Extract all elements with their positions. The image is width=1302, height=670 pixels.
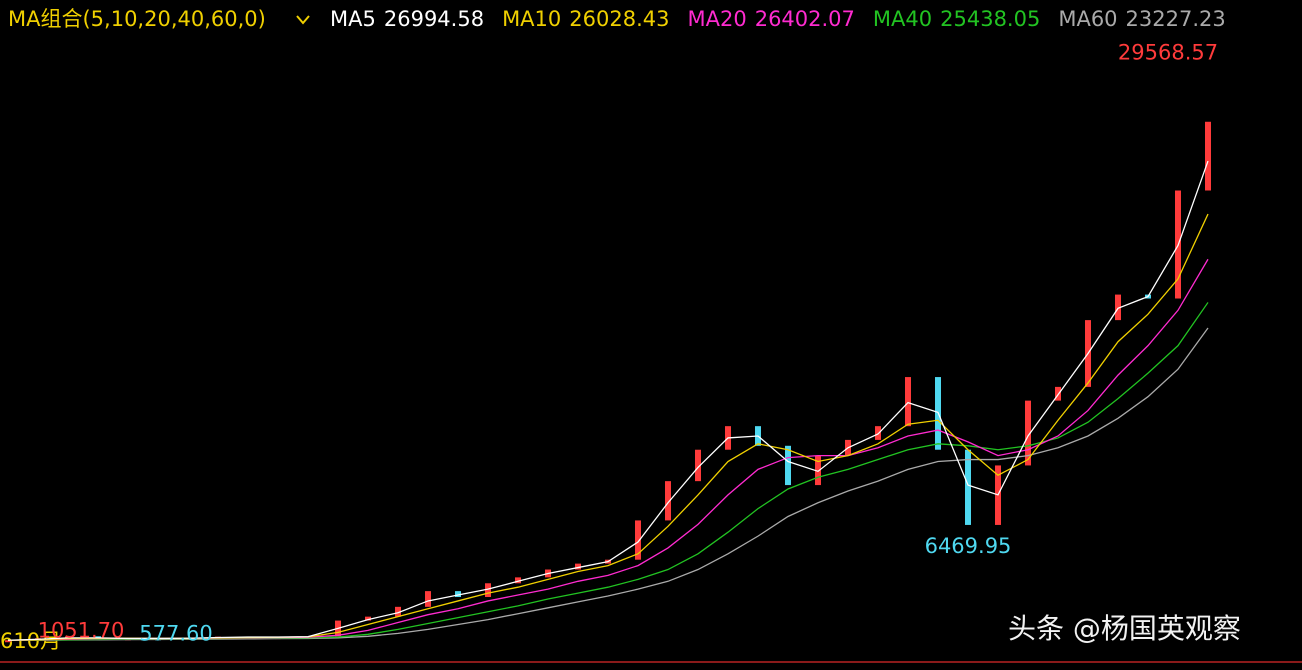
- legend-name: MA20: [687, 7, 746, 31]
- legend-value: 26402.07: [755, 7, 855, 31]
- legend-value: 23227.23: [1126, 7, 1226, 31]
- legend-value: 26028.43: [569, 7, 669, 31]
- value-annotation: 6469.95: [925, 534, 1012, 558]
- price-bar: [395, 606, 401, 617]
- price-bar: [1115, 294, 1121, 321]
- price-bar: [455, 591, 461, 598]
- price-bar: [515, 577, 521, 584]
- price-bar: [965, 449, 971, 525]
- price-bar: [425, 591, 431, 607]
- price-bar: [785, 445, 791, 486]
- price-bar: [815, 455, 821, 486]
- value-annotation: 29568.57: [1118, 40, 1218, 64]
- chart-title: MA组合(5,10,20,40,60,0): [8, 7, 266, 31]
- price-bar: [575, 563, 581, 570]
- legend-name: MA40: [873, 7, 932, 31]
- ma-line: [7, 160, 1209, 641]
- price-bar: [695, 449, 701, 482]
- price-bar: [875, 426, 881, 440]
- price-bar: [665, 481, 671, 521]
- legend-name: MA5: [330, 7, 376, 31]
- watermark: 头条 @杨国英观察: [1008, 612, 1241, 645]
- price-bar: [365, 616, 371, 621]
- price-bar: [485, 583, 491, 598]
- legend-name: MA60: [1058, 7, 1117, 31]
- legend-value: 25438.05: [940, 7, 1040, 31]
- price-bar: [635, 520, 641, 560]
- value-annotation: 1051.70: [38, 618, 125, 642]
- legend-name: MA10: [502, 7, 561, 31]
- price-bar: [1025, 400, 1031, 466]
- price-bar: [905, 377, 911, 427]
- price-bar: [1205, 121, 1211, 191]
- legend-value: 26994.58: [384, 7, 484, 31]
- price-bar: [5, 640, 11, 643]
- dropdown-chevron[interactable]: [296, 15, 310, 25]
- value-annotation: 577.60: [139, 622, 212, 646]
